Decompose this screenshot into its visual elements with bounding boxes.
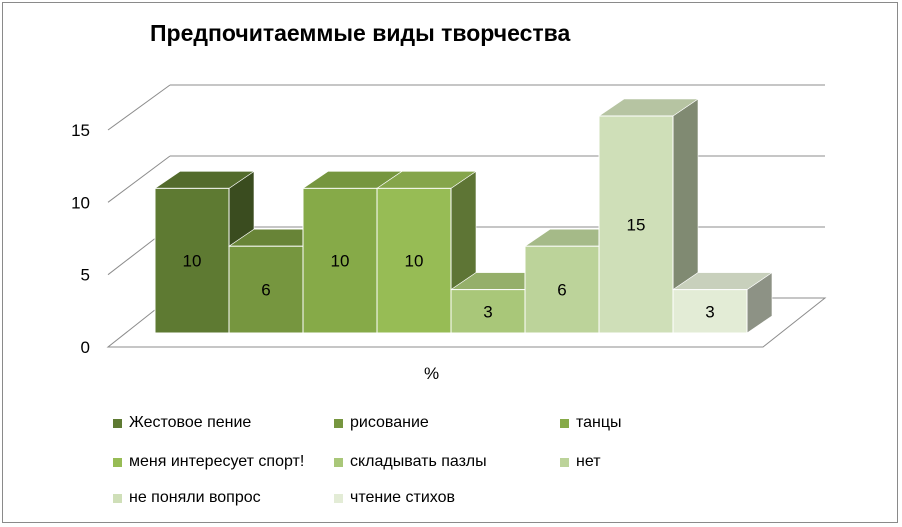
legend-swatch <box>334 418 343 428</box>
legend-item: танцы <box>560 413 622 433</box>
legend-label: складывать пазлы <box>350 453 487 470</box>
data-label: 10 <box>405 252 424 271</box>
gridline-side <box>107 84 171 131</box>
legend-item: не поняли вопрос <box>113 488 261 508</box>
legend-swatch <box>113 457 122 467</box>
legend-item: меня интересует спорт! <box>113 452 304 472</box>
data-label: 10 <box>183 252 202 271</box>
data-label: 10 <box>331 252 350 271</box>
bar <box>672 289 748 334</box>
data-label: 6 <box>557 281 566 300</box>
bar <box>450 289 526 334</box>
legend-label: нет <box>576 453 601 470</box>
chart-title: Предпочитаеммые виды творчества <box>150 20 571 46</box>
legend-label: Жестовое пение <box>129 414 252 431</box>
legend-label: не поняли вопрос <box>129 489 261 506</box>
legend-swatch <box>560 457 569 467</box>
bar <box>524 245 600 334</box>
y-tick-label: 0 <box>81 338 90 357</box>
data-label: 6 <box>261 281 270 300</box>
legend-swatch <box>560 418 569 428</box>
legend-label: чтение стихов <box>350 489 455 506</box>
bar <box>302 187 378 334</box>
legend-swatch <box>334 493 343 503</box>
legend-item: чтение стихов <box>334 488 455 508</box>
legend-label: рисование <box>350 414 429 431</box>
bar <box>376 187 452 334</box>
y-tick-label: 10 <box>71 193 90 212</box>
data-label: 3 <box>705 302 714 321</box>
legend-swatch <box>113 418 122 428</box>
gridline-side <box>107 155 171 203</box>
legend-item: Жестовое пение <box>113 413 251 433</box>
legend-swatch <box>113 493 122 503</box>
y-tick-label: 15 <box>71 121 90 140</box>
legend-item: рисование <box>334 413 429 433</box>
bar <box>154 187 230 334</box>
legend-item: складывать пазлы <box>334 452 487 472</box>
data-label: 15 <box>627 216 646 235</box>
x-axis-label: % <box>424 364 440 383</box>
legend-item: нет <box>560 452 601 472</box>
data-label: 3 <box>483 302 492 321</box>
y-tick-label: 5 <box>81 266 90 285</box>
legend-label: меня интересует спорт! <box>129 453 305 470</box>
legend-label: танцы <box>576 414 622 431</box>
legend-swatch <box>334 457 343 467</box>
bar <box>598 115 674 334</box>
